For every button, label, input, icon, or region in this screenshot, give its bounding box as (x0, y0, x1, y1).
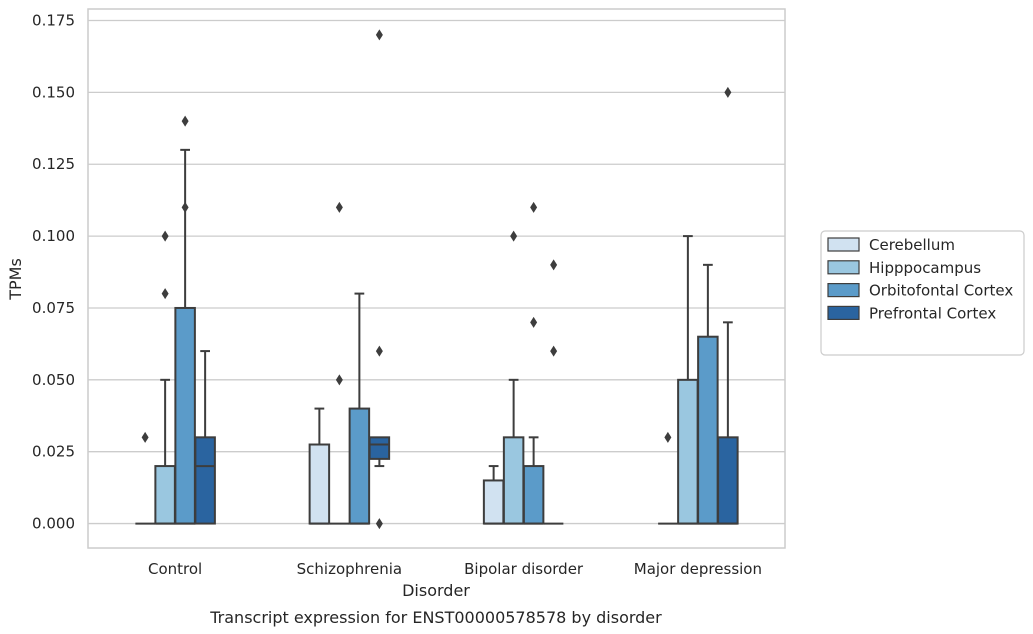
box-plots (135, 29, 739, 530)
plot-frame (87, 8, 786, 549)
legend-label: Prefrontal Cortex (869, 304, 996, 322)
legend-swatch (827, 305, 860, 320)
y-tick-label: 0.000 (32, 515, 75, 533)
box-cerebellum-0 (135, 431, 155, 525)
box-hipppocampus-1 (329, 201, 350, 525)
x-axis-ticks: Control Schizophrenia Bipolar disorder Majo… (148, 560, 762, 578)
outlier-point (181, 201, 189, 213)
y-tick-label: 0.100 (32, 227, 75, 245)
outlier-point (161, 288, 169, 300)
box-body (677, 378, 699, 525)
outlier-point (664, 431, 672, 443)
outlier-point (181, 115, 189, 127)
box-body (194, 436, 216, 525)
box-prefrontal-cortex-3 (717, 86, 739, 525)
x-tick-label: Schizophrenia (297, 560, 402, 578)
outlier-point (335, 201, 343, 213)
y-axis-title: TPMs (6, 258, 25, 301)
outlier-point (550, 345, 558, 357)
y-axis-ticks: 0.000 0.025 0.050 0.075 0.100 0.125 0.150 0.175 (32, 11, 75, 532)
box-cerebellum-2 (482, 465, 505, 525)
box-body (348, 407, 371, 525)
box-prefrontal-cortex-1 (368, 29, 391, 530)
outlier-point (510, 230, 518, 242)
outlier-point (530, 201, 538, 213)
outlier-point (161, 230, 169, 242)
y-tick-label: 0.050 (32, 371, 75, 389)
box-orbitofontal-cortex-2 (522, 201, 545, 525)
box-body (522, 465, 545, 525)
y-tick-label: 0.150 (32, 83, 75, 101)
outlier-point (724, 86, 732, 98)
box-orbitofontal-cortex-1 (348, 292, 371, 525)
outlier-point (335, 374, 343, 386)
outlier-point (530, 316, 538, 328)
box-body (697, 335, 719, 525)
legend-label: Hipppocampus (869, 259, 981, 277)
box-body (482, 479, 505, 525)
legend: Cerebellum Hipppocampus Orbitofontal Corte… (820, 230, 1025, 356)
y-tick-label: 0.025 (32, 443, 75, 461)
box-orbitofontal-cortex-0 (174, 115, 196, 525)
legend-label: Cerebellum (869, 236, 955, 254)
outlier-point (550, 259, 558, 271)
outlier-point (375, 345, 383, 357)
outlier-point (141, 431, 149, 443)
legend-swatch (827, 260, 860, 275)
x-axis-title: Disorder (402, 581, 470, 600)
x-tick-label: Control (148, 560, 202, 578)
y-tick-label: 0.125 (32, 155, 75, 173)
box-prefrontal-cortex-0 (194, 350, 216, 525)
box-hipppocampus-3 (677, 235, 699, 525)
outlier-point (375, 29, 383, 41)
legend-swatch (827, 237, 860, 252)
box-body (717, 436, 739, 525)
legend-frame (820, 230, 1025, 356)
x-tick-label: Major depression (634, 560, 762, 578)
box-body (308, 443, 331, 525)
legend-swatch (827, 283, 860, 298)
x-tick-label: Bipolar disorder (464, 560, 584, 578)
y-tick-label: 0.075 (32, 299, 75, 317)
box-body (174, 306, 196, 525)
box-prefrontal-cortex-2 (543, 259, 564, 525)
box-cerebellum-3 (658, 431, 678, 525)
box-cerebellum-1 (308, 407, 331, 525)
box-body (154, 465, 176, 525)
outlier-point (375, 518, 383, 530)
legend-label: Orbitofontal Cortex (869, 282, 1013, 300)
y-tick-label: 0.175 (32, 11, 75, 29)
box-hipppocampus-0 (154, 230, 176, 525)
box-orbitofontal-cortex-3 (697, 263, 719, 525)
box-hipppocampus-2 (502, 230, 525, 525)
box-body (368, 436, 391, 460)
chart-title: Transcript expression for ENST0000057857… (209, 608, 662, 627)
box-body (502, 436, 525, 525)
